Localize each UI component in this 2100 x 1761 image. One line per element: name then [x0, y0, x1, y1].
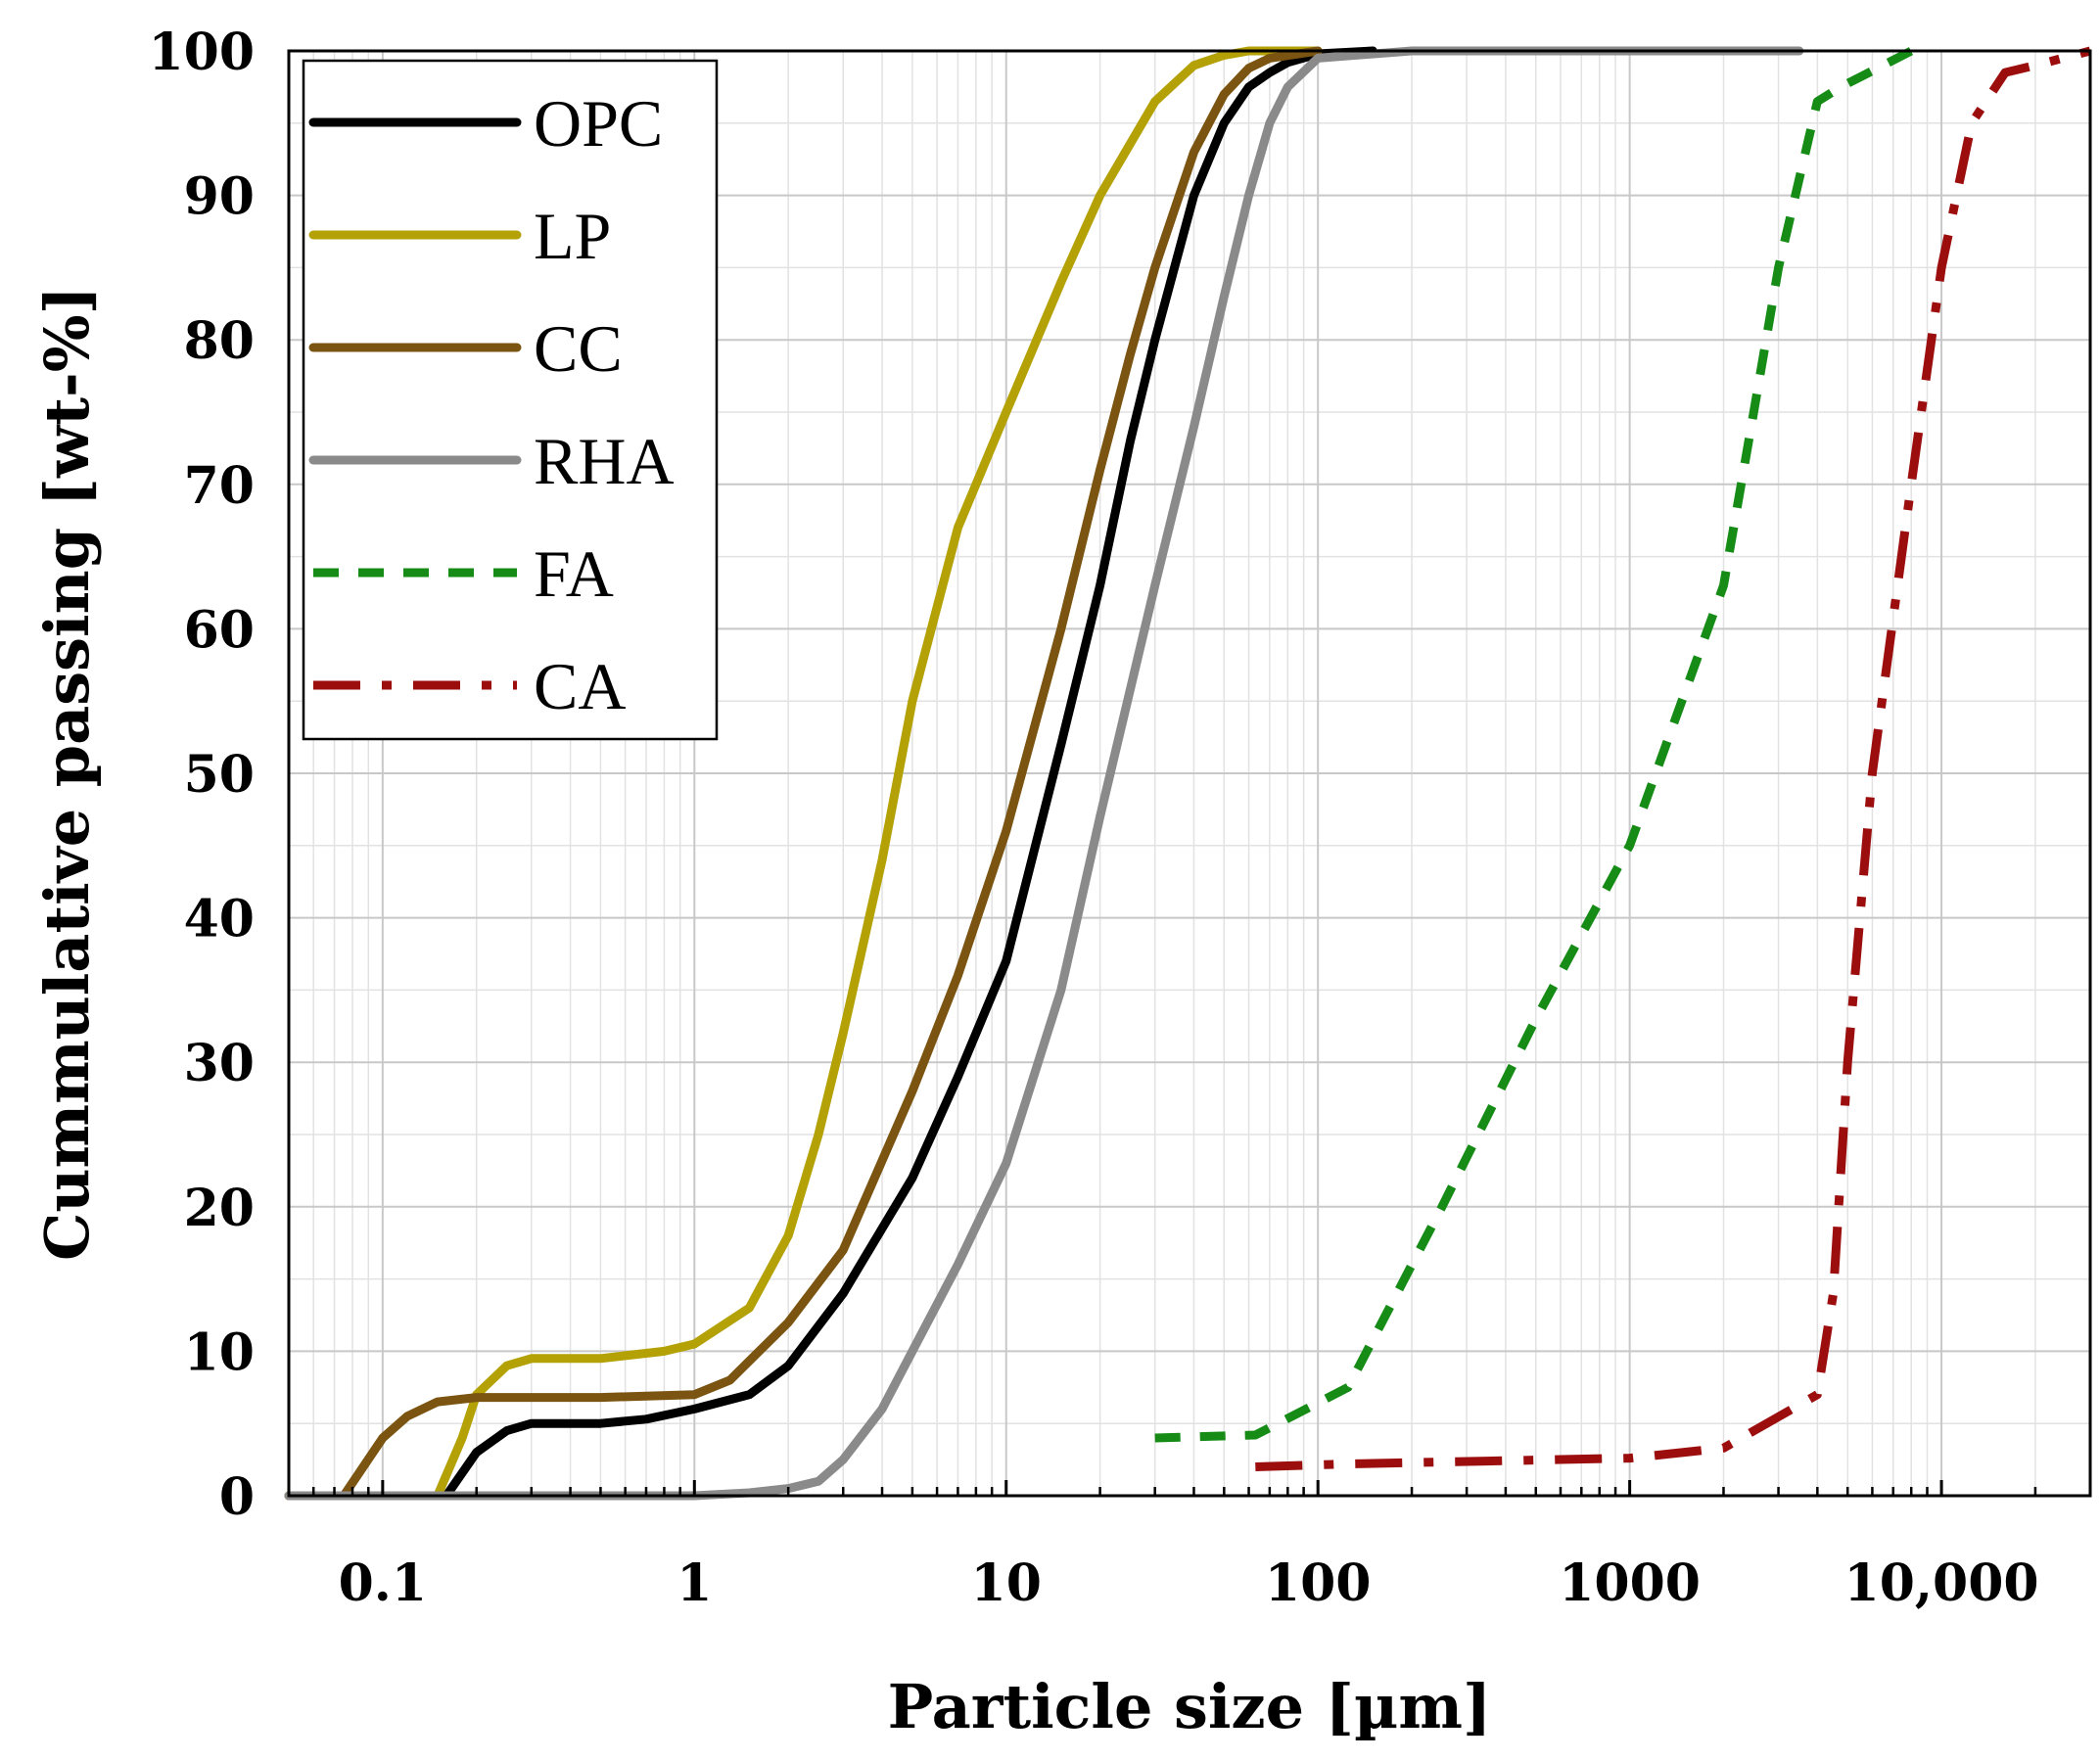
y-tick-label: 10 — [184, 1322, 255, 1382]
legend-label-lp: LP — [534, 199, 611, 273]
series-layer — [284, 46, 2092, 1501]
y-tick-label: 90 — [184, 167, 255, 227]
x-tick-label: 10 — [971, 1553, 1042, 1613]
legend-label-cc: CC — [534, 311, 623, 386]
series-line-rha — [284, 46, 1804, 1501]
x-tick-label: 0.1 — [339, 1553, 427, 1613]
legend-label-rha: RHA — [534, 424, 675, 498]
series-line-opc — [284, 46, 1377, 1501]
series-line-ca — [1255, 46, 2092, 1471]
x-axis-ticks — [311, 1480, 2037, 1496]
y-tick-label: 80 — [184, 311, 255, 371]
legend-label-opc: OPC — [534, 86, 663, 161]
series-line-cc — [284, 46, 1323, 1501]
x-tick-label: 100 — [1265, 1553, 1372, 1613]
legend-box — [302, 59, 719, 741]
x-tick-label: 10,000 — [1844, 1553, 2039, 1613]
legend: OPC LP CC RHA FA CA — [302, 59, 719, 741]
legend-label-fa: FA — [534, 536, 614, 611]
y-tick-label: 30 — [184, 1034, 255, 1093]
x-tick-labels: 0.1 1 10 100 1000 10,000 — [339, 1553, 2039, 1613]
x-axis-title: Particle size [µm] — [888, 1671, 1492, 1742]
plot-frame — [287, 49, 2092, 1498]
x-tick-label: 1 — [677, 1553, 712, 1613]
y-tick-label: 20 — [184, 1179, 255, 1238]
y-tick-label: 0 — [219, 1467, 255, 1527]
y-tick-label: 70 — [184, 456, 255, 516]
legend-label-ca: CA — [534, 649, 626, 723]
y-tick-labels: 0 10 20 30 40 50 60 70 80 90 100 — [148, 23, 255, 1527]
series-line-lp — [284, 46, 1323, 1501]
x-tick-label: 1000 — [1559, 1553, 1701, 1613]
y-tick-label: 40 — [184, 890, 255, 950]
y-tick-label: 60 — [184, 600, 255, 660]
y-tick-label: 100 — [148, 23, 255, 82]
y-axis-title: Cummulative passing [wt-%] — [31, 286, 103, 1261]
y-tick-label: 50 — [184, 745, 255, 805]
series-line-fa — [1154, 46, 1914, 1443]
